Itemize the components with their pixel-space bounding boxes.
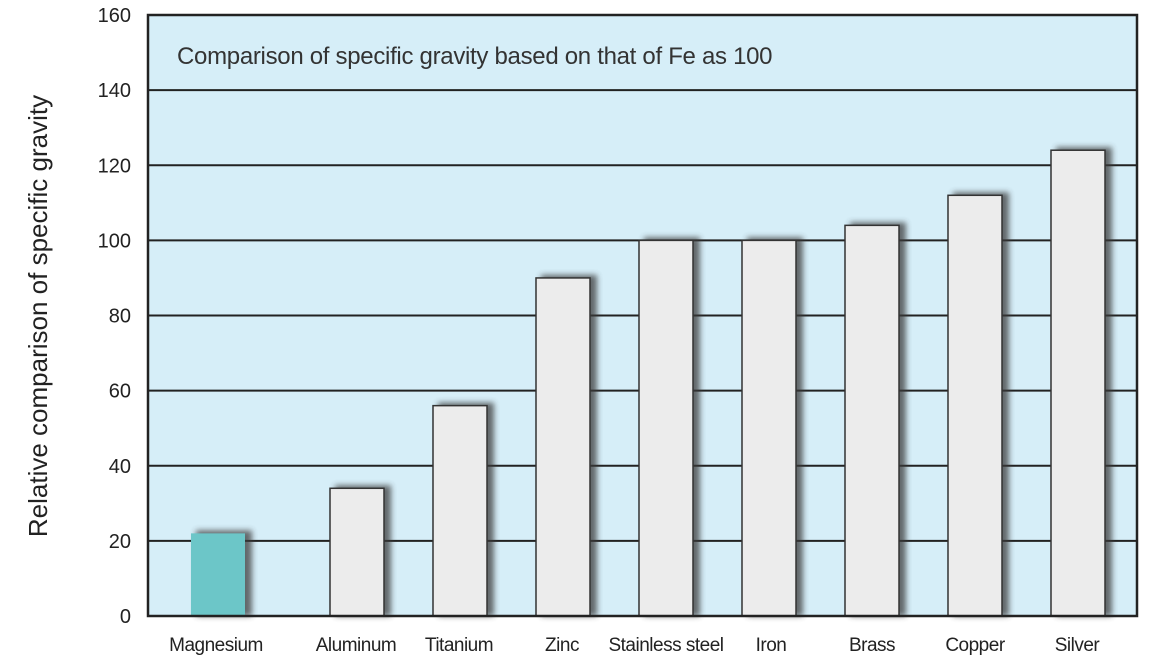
y-axis-ticks: 0 20 40 60 80 100 120 140 160 [98, 5, 131, 628]
y-tick-label: 160 [98, 5, 131, 27]
x-category-label: Copper [945, 635, 1005, 656]
bar-brass [844, 224, 900, 617]
y-tick-label: 40 [109, 456, 131, 478]
x-category-label: Silver [1055, 635, 1101, 656]
y-tick-label: 120 [98, 155, 131, 177]
bar-zinc [535, 277, 591, 617]
y-tick-label: 100 [98, 230, 131, 252]
chart-title: Comparison of specific gravity based on … [177, 43, 772, 70]
x-category-label: Aluminum [316, 635, 396, 656]
x-category-label: Iron [756, 635, 787, 656]
y-tick-label: 60 [109, 381, 131, 403]
x-category-label: Zinc [545, 635, 579, 656]
bar-stainless-steel [638, 239, 694, 617]
bar-aluminum [329, 487, 385, 617]
x-category-label: Brass [849, 635, 895, 656]
y-axis-title: Relative comparison of specific gravity [23, 95, 53, 537]
y-tick-label: 0 [120, 606, 131, 628]
x-category-label: Magnesium [169, 635, 263, 656]
y-tick-label: 20 [109, 531, 131, 553]
bar-silver [1050, 149, 1106, 617]
x-category-label: Stainless steel [608, 635, 723, 656]
y-tick-label: 80 [109, 306, 131, 328]
x-category-label: Titanium [425, 635, 493, 656]
x-axis-labels: Magnesium Aluminum Titanium Zinc Stainless s… [169, 635, 1101, 656]
plot-frame [146, 13, 1139, 618]
bar-magnesium [191, 533, 245, 616]
bar-iron [741, 239, 797, 617]
y-tick-label: 140 [98, 80, 131, 102]
bar-copper [947, 194, 1003, 617]
bar-titanium [432, 404, 488, 617]
bars [191, 147, 1112, 617]
